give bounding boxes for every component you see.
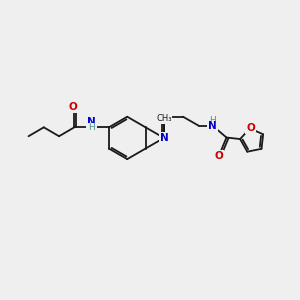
Text: H: H xyxy=(88,123,95,132)
Text: N: N xyxy=(87,117,96,127)
Text: N: N xyxy=(160,133,168,143)
Text: O: O xyxy=(246,123,255,133)
Text: O: O xyxy=(69,102,77,112)
Text: N: N xyxy=(160,133,168,143)
Text: H: H xyxy=(209,116,216,125)
Text: CH₃: CH₃ xyxy=(156,114,172,123)
Text: O: O xyxy=(214,151,223,161)
Text: N: N xyxy=(208,122,217,131)
